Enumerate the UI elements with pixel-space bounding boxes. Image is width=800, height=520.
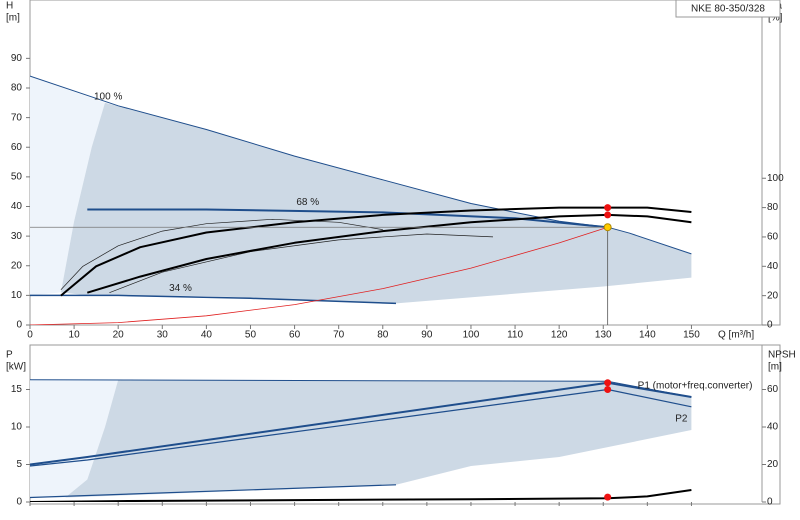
y-tick-label: 5 [16,459,22,470]
plot [30,75,692,325]
title-box [675,0,781,18]
y-tick-label: 15 [11,384,23,395]
curve [30,484,397,499]
chart-title: NKE 80-350/328 [691,4,765,15]
marker [604,493,612,501]
curve [30,388,692,467]
curve [87,213,692,294]
x-tick-label: 80 [377,330,389,341]
y2-tick-label: 20 [767,290,779,301]
area [30,76,105,296]
y-tick-label: 70 [11,112,23,123]
x-tick-label: 50 [245,330,257,341]
y-tick-label: 30 [11,231,23,242]
y2-axis-label: [%] [768,13,783,24]
y2-tick-label: 60 [767,384,779,395]
curve [30,381,692,466]
marker [604,211,612,219]
curve [109,233,494,294]
y-axis-label: H [6,1,13,12]
curve [30,75,692,255]
y-tick-label: 0 [16,320,22,331]
y2-tick-label: 40 [767,422,779,433]
curve-label: 34 % [169,283,192,294]
x-tick-label: 30 [157,330,169,341]
curve [30,489,692,502]
y2-tick-label: 80 [767,202,779,213]
x-tick-label: 20 [113,330,125,341]
y-tick-label: 90 [11,53,23,64]
marker [603,223,612,232]
x-tick-label: 90 [421,330,433,341]
area [65,379,692,498]
y-tick-label: 80 [11,83,23,94]
curve [60,206,692,297]
x-axis-label: Q [m³/h] [718,330,754,341]
curve [87,208,608,229]
y-tick-label: 10 [11,290,23,301]
y2-axis-label: NPSH [768,350,796,361]
x-tick-label: 70 [333,330,345,341]
y2-tick-label: 40 [767,261,779,272]
curve-label: 68 % [296,197,319,208]
marker [604,204,612,212]
y-tick-label: 10 [11,422,23,433]
x-tick-label: 0 [27,330,33,341]
curve-label: 100 % [94,91,122,102]
curve [30,294,397,305]
y-tick-label: 50 [11,172,23,183]
y2-tick-label: 20 [767,459,779,470]
area [60,102,692,304]
y-tick-label: 60 [11,142,23,153]
y-tick-label: 20 [11,260,23,271]
x-tick-label: 100 [463,330,480,341]
x-tick-label: 10 [69,330,81,341]
marker [604,379,612,387]
x-tick-label: 120 [551,330,568,341]
y2-tick-label: 60 [767,232,779,243]
plot [30,379,692,502]
y-axis-label: [kW] [6,362,26,373]
curve-label: P2 [675,413,688,424]
curve-label: P1 (motor+freq.converter) [638,380,753,391]
y2-tick-label: 0 [767,320,773,331]
curve [30,226,608,325]
y2-axis-label: [m] [768,362,782,373]
y-tick-label: 0 [16,497,22,508]
marker [604,386,612,393]
y2-tick-label: 0 [767,497,773,508]
x-tick-label: 140 [639,330,656,341]
x-tick-label: 110 [507,330,523,341]
y-axis-label: [m] [6,13,20,24]
x-tick-label: 150 [683,330,700,341]
x-tick-label: 60 [289,330,301,341]
y-axis-label: P [6,350,13,361]
x-tick-label: 130 [595,330,612,341]
y-tick-label: 40 [11,201,23,212]
x-tick-label: 40 [201,330,213,341]
y2-tick-label: 100 [767,173,784,184]
area [30,379,119,498]
